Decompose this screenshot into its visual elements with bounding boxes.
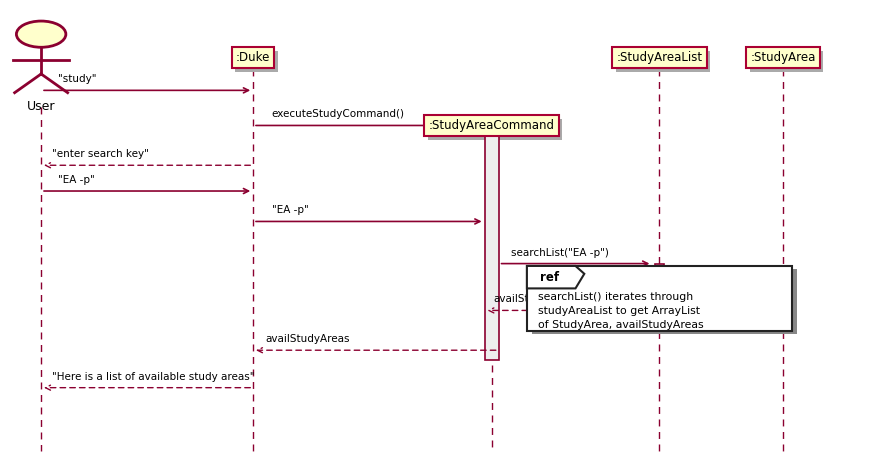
FancyBboxPatch shape: [527, 266, 792, 332]
Polygon shape: [527, 266, 584, 288]
Text: :StudyAreaList: :StudyAreaList: [617, 51, 703, 64]
Text: :Duke: :Duke: [236, 51, 270, 64]
Text: "Here is a list of available study areas": "Here is a list of available study areas…: [51, 372, 254, 382]
Text: User: User: [27, 100, 56, 113]
Text: "EA -p": "EA -p": [272, 205, 308, 215]
Text: :Duke: :Duke: [239, 55, 274, 68]
Text: :StudyAreaCommand: :StudyAreaCommand: [429, 119, 555, 132]
Text: "EA -p": "EA -p": [58, 175, 95, 185]
FancyBboxPatch shape: [485, 135, 499, 359]
Text: "enter search key": "enter search key": [51, 149, 149, 159]
Text: :StudyAreaCommand: :StudyAreaCommand: [432, 123, 558, 136]
FancyBboxPatch shape: [532, 269, 797, 334]
Text: availStudyAreas: availStudyAreas: [266, 334, 350, 344]
Text: executeStudyCommand(): executeStudyCommand(): [272, 109, 405, 119]
Circle shape: [17, 21, 66, 47]
FancyBboxPatch shape: [655, 264, 664, 310]
Text: :StudyArea: :StudyArea: [754, 55, 820, 68]
Text: "study": "study": [58, 74, 97, 84]
Text: availStudyAreas: availStudyAreas: [494, 294, 578, 304]
Text: ref: ref: [540, 271, 559, 284]
Text: searchList("EA -p"): searchList("EA -p"): [511, 247, 609, 258]
Text: :StudyArea: :StudyArea: [750, 51, 816, 64]
Text: :StudyAreaList: :StudyAreaList: [620, 55, 706, 68]
Text: searchList() iterates through
studyAreaList to get ArrayList
of StudyArea, avail: searchList() iterates through studyAreaL…: [538, 292, 703, 330]
